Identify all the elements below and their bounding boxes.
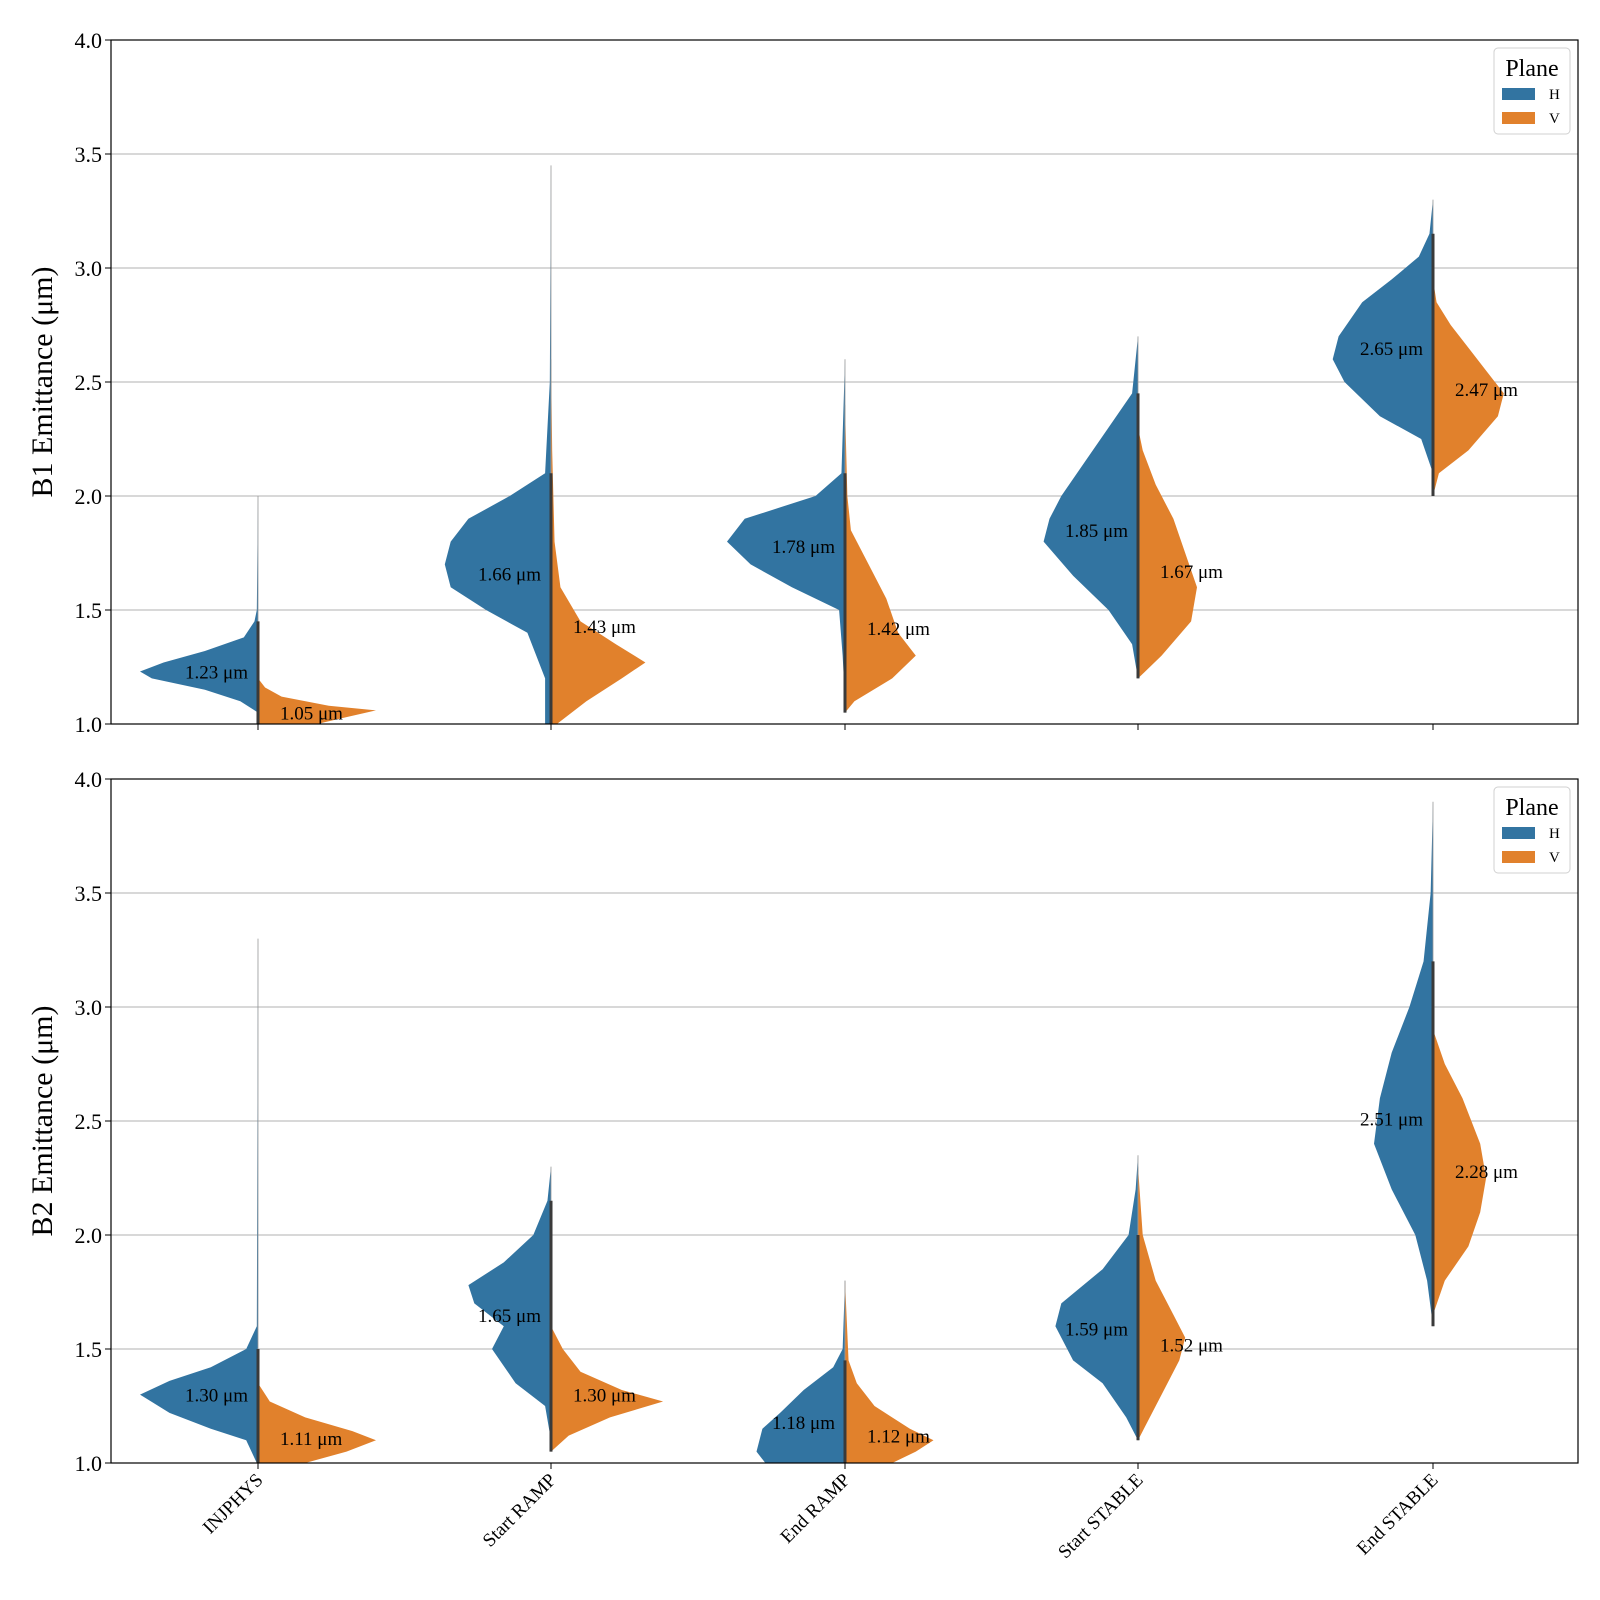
legend-label-h: H — [1549, 826, 1560, 842]
ytick-label: 3.5 — [75, 881, 103, 906]
median-label-h: 1.85 μm — [1065, 521, 1128, 542]
violin-h-4 — [1374, 801, 1433, 1327]
violin-h-3 — [1043, 336, 1138, 679]
median-label-v: 2.47 μm — [1455, 380, 1518, 401]
legend-swatch-v — [1502, 851, 1535, 863]
legend: Plane HV — [1493, 47, 1571, 135]
violin-v-0 — [258, 678, 376, 724]
violin-v-0 — [258, 1383, 376, 1463]
legend-swatch-h — [1502, 88, 1535, 100]
ytick-label: 1.5 — [75, 598, 103, 623]
median-label-h: 1.59 μm — [1065, 1319, 1128, 1340]
violin-v-2 — [845, 1280, 934, 1463]
y-axis-label: B1 Emittance (μm) — [26, 266, 59, 497]
violin-v-1 — [551, 359, 646, 724]
ytick-label: 3.0 — [75, 995, 103, 1020]
median-label-v: 1.11 μm — [280, 1429, 342, 1450]
median-label-v: 1.43 μm — [573, 617, 636, 638]
legend-title: Plane — [1505, 56, 1558, 82]
violin-h-0 — [140, 938, 258, 1463]
ytick-label: 2.5 — [75, 1109, 103, 1134]
median-label-h: 1.23 μm — [185, 663, 248, 684]
violin-v-4 — [1433, 279, 1504, 496]
violin-v-2 — [845, 404, 916, 713]
ytick-label: 2.0 — [75, 484, 103, 509]
violin-h-1 — [468, 1166, 551, 1441]
ytick-label: 3.5 — [75, 142, 103, 167]
legend-swatch-v — [1502, 112, 1535, 124]
ytick-label: 2.5 — [75, 370, 103, 395]
median-label-h: 1.66 μm — [478, 565, 541, 586]
median-label-h: 2.65 μm — [1360, 339, 1423, 360]
legend: Plane HV — [1493, 786, 1571, 874]
legend-title: Plane — [1505, 795, 1558, 821]
median-label-v: 1.52 μm — [1160, 1335, 1223, 1356]
ytick-label: 1.0 — [75, 1451, 103, 1476]
median-label-v: 1.30 μm — [573, 1386, 636, 1407]
violins — [140, 165, 1504, 724]
violin-v-3 — [1138, 1166, 1186, 1441]
violin-h-2 — [727, 359, 845, 702]
violins — [140, 801, 1487, 1463]
median-label-v: 2.28 μm — [1455, 1162, 1518, 1183]
median-label-v: 1.42 μm — [867, 619, 930, 640]
ytick-label: 1.5 — [75, 1337, 103, 1362]
median-label-h: 1.65 μm — [478, 1306, 541, 1327]
violin-v-1 — [551, 1326, 664, 1452]
violin-h-2 — [756, 1280, 845, 1463]
xtick-label: End RAMP — [777, 1470, 855, 1548]
xtick-label: INJPHYS — [199, 1470, 268, 1539]
panel-b1: 1.0 1.5 2.0 2.5 3.0 3.5 4.0 1.23 μm 1.05 μm 1.66 … — [26, 28, 1579, 737]
violin-v-3 — [1138, 427, 1197, 679]
y-axis-label: B2 Emittance (μm) — [26, 1005, 59, 1236]
ytick-label: 4.0 — [75, 28, 103, 53]
median-label-h: 1.30 μm — [185, 1386, 248, 1407]
median-label-h: 1.78 μm — [772, 537, 835, 558]
median-label-v: 1.12 μm — [867, 1427, 930, 1448]
ytick-label: 2.0 — [75, 1223, 103, 1248]
violin-h-0 — [140, 496, 258, 713]
ytick-label: 1.0 — [75, 712, 103, 737]
median-label-v: 1.05 μm — [280, 704, 343, 725]
violin-h-1 — [444, 165, 551, 724]
legend-label-v: V — [1549, 111, 1560, 127]
xtick-label: Start RAMP — [479, 1470, 561, 1552]
median-label-v: 1.67 μm — [1160, 562, 1223, 583]
violin-v-4 — [1433, 1029, 1487, 1315]
xtick-label: End STABLE — [1353, 1470, 1443, 1560]
violin-h-3 — [1055, 1155, 1138, 1441]
violin-h-4 — [1332, 199, 1433, 474]
xtick-label: Start STABLE — [1054, 1470, 1147, 1563]
panel-b2: 1.0 1.5 2.0 2.5 3.0 3.5 4.0 1.30 μm 1.11 μm 1.65 … — [26, 767, 1579, 1563]
ytick-label: 4.0 — [75, 767, 103, 792]
legend-label-v: V — [1549, 850, 1560, 866]
ytick-label: 3.0 — [75, 256, 103, 281]
median-label-h: 2.51 μm — [1360, 1110, 1423, 1131]
legend-label-h: H — [1549, 87, 1560, 103]
median-label-h: 1.18 μm — [772, 1413, 835, 1434]
legend-swatch-h — [1502, 827, 1535, 839]
